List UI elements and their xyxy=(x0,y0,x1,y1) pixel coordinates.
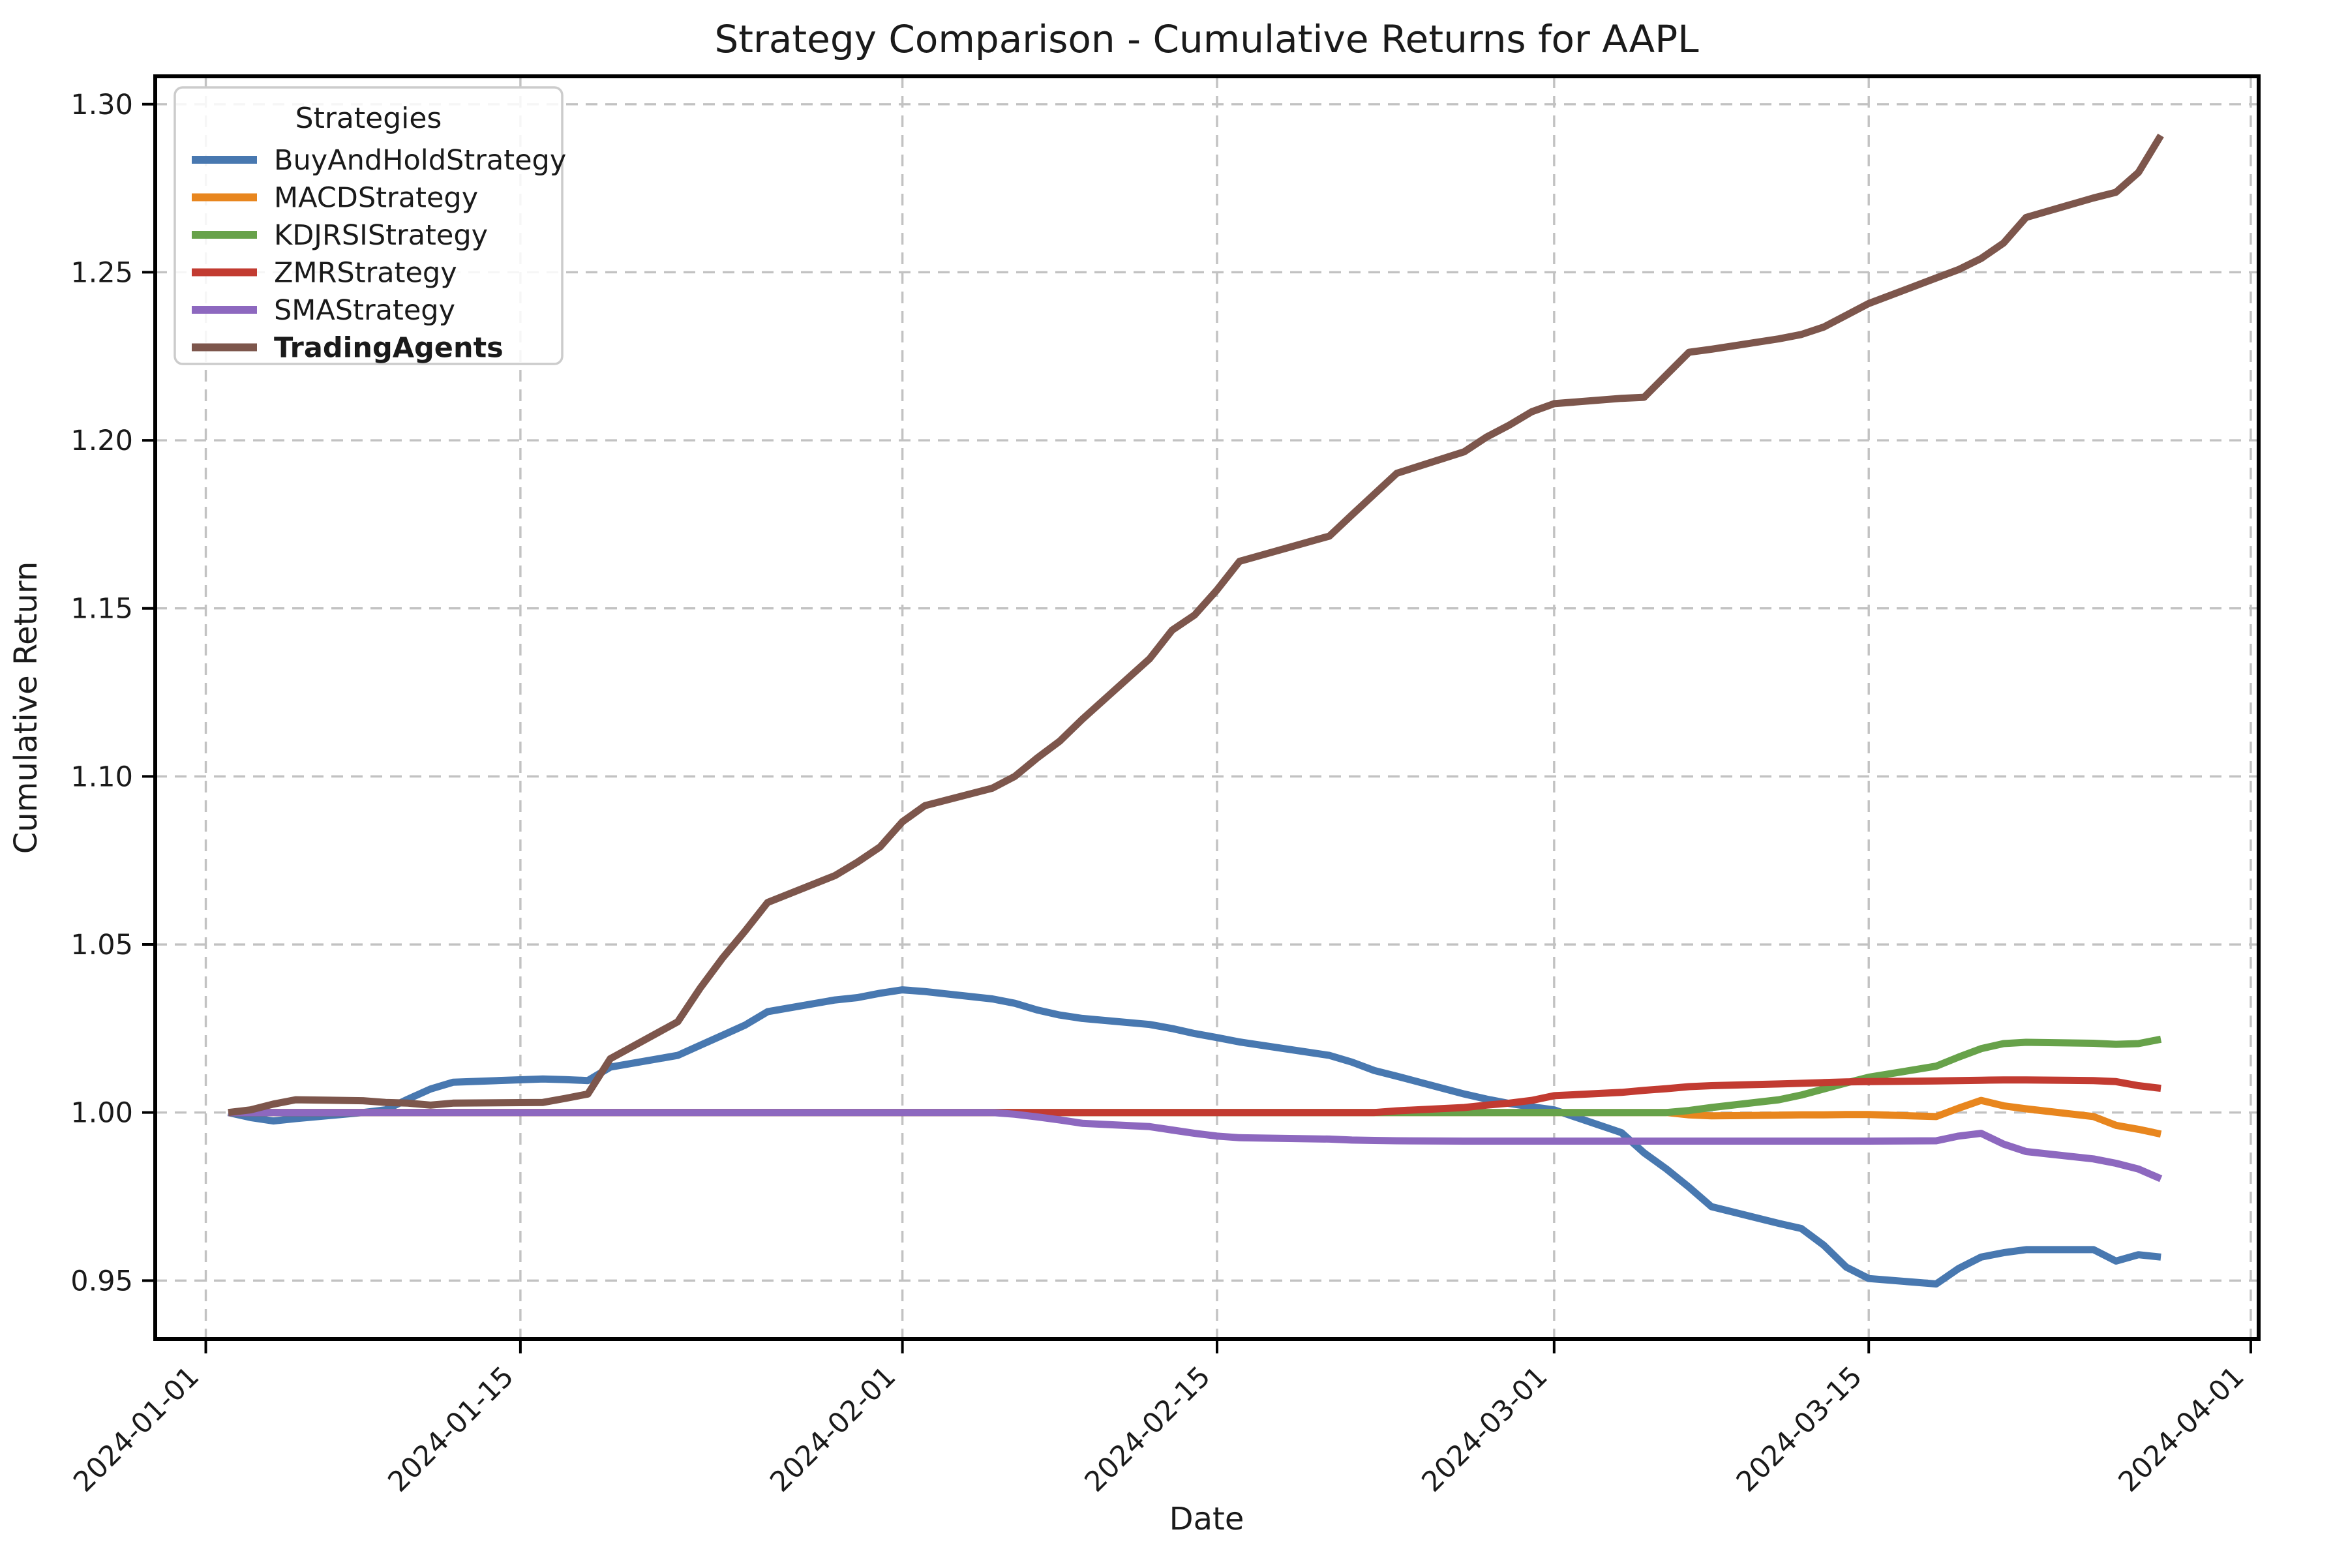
legend-title: Strategies xyxy=(295,102,442,135)
y-tick-label: 1.00 xyxy=(70,1097,133,1130)
legend-label-MACDStrategy: MACDStrategy xyxy=(274,182,478,215)
legend-label-KDJRSIStrategy: KDJRSIStrategy xyxy=(274,219,488,252)
y-tick-label: 1.25 xyxy=(70,256,133,289)
series-lines xyxy=(227,133,2164,1288)
x-tick-label: 2024-01-01 xyxy=(67,1360,205,1498)
legend-items: BuyAndHoldStrategy MACDStrategy KDJRSIStra… xyxy=(192,144,566,365)
legend-box xyxy=(173,86,564,365)
y-tick-label: 0.95 xyxy=(70,1265,133,1297)
x-tick-label: 2024-03-01 xyxy=(1416,1360,1554,1498)
y-tick-label: 1.10 xyxy=(70,761,133,793)
y-axis-label: Cumulative Return xyxy=(8,562,44,854)
series-line-TradingAgents xyxy=(228,133,2164,1117)
legend-label-SMAStrategy: SMAStrategy xyxy=(274,294,455,327)
series-line-SMAStrategy xyxy=(228,1109,2163,1183)
legend-item-MACDStrategy: MACDStrategy xyxy=(192,182,478,215)
legend-item-TradingAgents: TradingAgents xyxy=(192,332,504,365)
y-tick-label: 1.30 xyxy=(70,89,133,121)
legend-item-KDJRSIStrategy: KDJRSIStrategy xyxy=(192,219,488,252)
legend-label-TradingAgents: TradingAgents xyxy=(274,332,504,365)
x-tick-label: 2024-02-01 xyxy=(764,1360,902,1498)
legend-label-ZMRStrategy: ZMRStrategy xyxy=(274,257,457,290)
x-tick-label: 2024-01-15 xyxy=(382,1360,520,1498)
y-tick-label: 1.20 xyxy=(70,425,133,457)
legend-label-BuyAndHoldStrategy: BuyAndHoldStrategy xyxy=(274,144,566,177)
x-axis-label: Date xyxy=(1169,1501,1244,1537)
legend: Strategies BuyAndHoldStrategy MACDStrateg… xyxy=(173,86,566,365)
series-line-ZMRStrategy xyxy=(228,1076,2161,1117)
legend-item-SMAStrategy: SMAStrategy xyxy=(192,294,455,327)
plot-border xyxy=(153,74,2261,1341)
x-tick-label: 2024-02-15 xyxy=(1079,1360,1217,1498)
series-line-BuyAndHoldStrategy xyxy=(227,986,2161,1288)
x-tick-label: 2024-04-01 xyxy=(2113,1360,2251,1498)
legend-item-ZMRStrategy: ZMRStrategy xyxy=(192,257,457,290)
x-tick-label: 2024-03-15 xyxy=(1730,1360,1869,1498)
y-tick-label: 1.05 xyxy=(70,929,133,961)
chart-title: Strategy Comparison - Cumulative Returns… xyxy=(714,17,1698,61)
y-tick-label: 1.15 xyxy=(70,593,133,626)
legend-item-BuyAndHoldStrategy: BuyAndHoldStrategy xyxy=(192,144,566,177)
